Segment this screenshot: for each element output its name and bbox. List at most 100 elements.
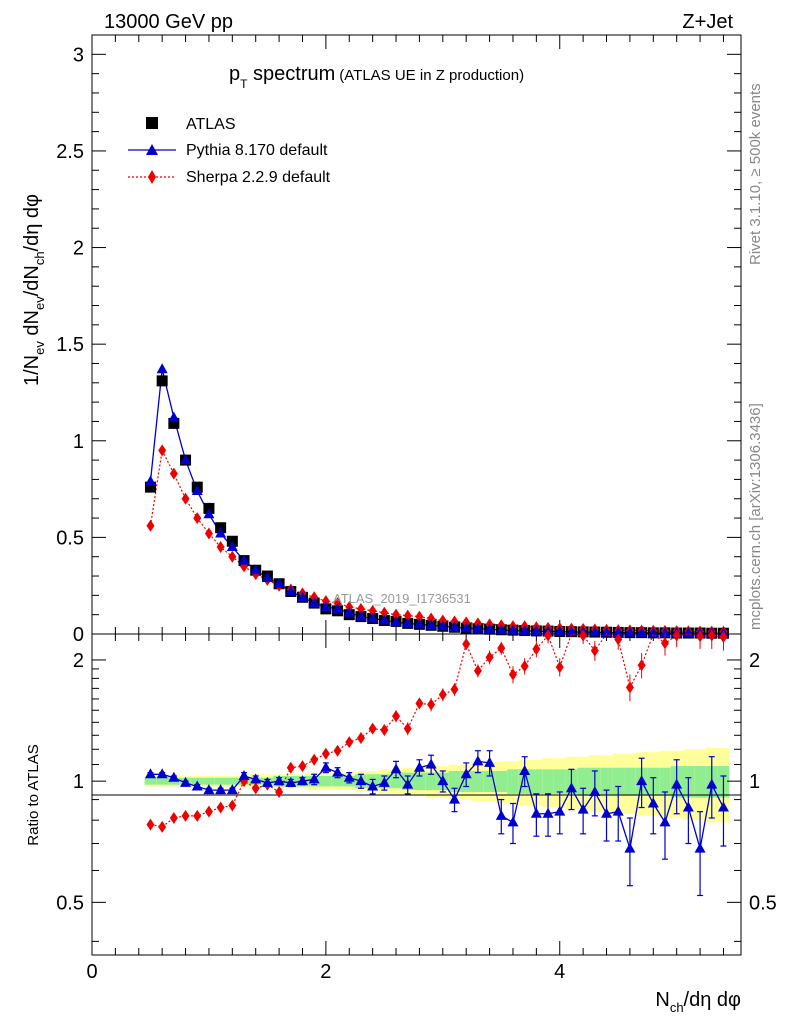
pythia-ratio-point <box>273 775 285 786</box>
pythia-ratio-point <box>168 771 180 782</box>
legend-atlas-label: ATLAS <box>186 116 236 133</box>
legend-pythia-marker <box>146 144 158 155</box>
legend-pythia-label: Pythia 8.170 default <box>186 142 328 159</box>
pythia-ratio-point <box>519 764 531 775</box>
x-tick-label: 0 <box>86 961 97 983</box>
pythia-ratio-point <box>437 775 449 786</box>
band-inner-segment <box>144 777 157 785</box>
band-inner-segment <box>659 767 671 796</box>
pythia-main-point <box>437 620 449 631</box>
ratio-y-axis-label: Ratio to ATLAS <box>25 744 42 845</box>
sherpa-ratio-point <box>392 710 401 723</box>
sherpa-ratio-point <box>298 760 307 773</box>
pythia-ratio-point <box>226 784 238 795</box>
pythia-main-point <box>519 624 531 635</box>
pythia-main-point <box>168 411 180 422</box>
pythia-main-point <box>402 617 414 628</box>
pythia-ratio-point <box>355 775 367 786</box>
title-main: p <box>229 63 240 85</box>
sherpa-ratio-point <box>497 642 506 655</box>
sherpa-main-point <box>204 527 213 540</box>
sherpa-main-point <box>146 519 155 532</box>
pythia-main-point <box>378 614 390 625</box>
pythia-ratio-point <box>180 776 192 787</box>
band-inner-segment <box>483 770 496 792</box>
legend: ATLAS Pythia 8.170 default Sherpa 2.2.9 … <box>128 116 331 186</box>
band-inner-segment <box>413 772 426 791</box>
pythia-ratio-point <box>717 801 729 812</box>
atlas-main-point <box>156 375 168 387</box>
sherpa-main-point <box>158 444 167 457</box>
pythia-ratio-point <box>449 793 461 804</box>
band-inner-segment <box>553 769 566 794</box>
band-inner-segment <box>577 767 589 796</box>
sherpa-ratio-point <box>719 631 728 644</box>
sherpa-main-point <box>368 604 377 617</box>
band-inner-segment <box>214 777 227 785</box>
sherpa-ratio-point <box>146 818 155 831</box>
sherpa-ratio-point <box>427 698 436 711</box>
pythia-ratio-point <box>577 803 589 814</box>
pythia-ratio-point <box>238 769 250 780</box>
sherpa-main-point <box>403 609 412 622</box>
pythia-ratio-point <box>285 776 297 787</box>
legend-atlas-marker <box>146 117 158 129</box>
sherpa-ratio-point <box>275 785 284 798</box>
pythia-ratio-point <box>682 801 694 812</box>
pythia-main-point <box>285 585 297 596</box>
band-inner-segment <box>495 770 508 792</box>
pythia-main-point <box>507 624 519 635</box>
sherpa-ratio-point <box>158 820 167 833</box>
ratio-y-tick-label-right: 0.5 <box>749 892 777 914</box>
pythia-ratio-point <box>203 784 215 795</box>
sherpa-ratio-point <box>544 629 553 642</box>
pythia-ratio-point <box>647 797 659 808</box>
pythia-main-point <box>659 627 671 638</box>
sherpa-ratio-point <box>181 809 190 822</box>
sherpa-ratio-point <box>473 664 482 677</box>
band-inner-segment <box>530 769 543 794</box>
pythia-ratio-point <box>624 842 636 853</box>
pythia-ratio-point <box>250 773 262 784</box>
ratio-y-tick-label: 0.5 <box>56 892 84 914</box>
x-tick-label: 2 <box>320 961 331 983</box>
title-parenthetical: (ATLAS UE in Z production) <box>339 67 524 84</box>
plot-title: pT spectrum (ATLAS UE in Z production) <box>229 63 524 91</box>
pythia-ratio-point <box>460 768 472 779</box>
sherpa-ratio-point <box>532 642 541 655</box>
pythia-main-point <box>554 625 566 636</box>
main-y-tick-label: 0 <box>73 624 84 646</box>
sherpa-main-point <box>356 602 365 615</box>
sherpa-ratio-point <box>403 722 412 735</box>
pythia-main-point <box>250 564 262 575</box>
sherpa-ratio-point <box>614 633 623 646</box>
sherpa-ratio-point <box>590 644 599 657</box>
pythia-main-point <box>296 591 308 602</box>
band-inner-segment <box>624 767 636 796</box>
pythia-ratio-point <box>308 773 320 784</box>
main-y-tick-label: 1 <box>73 431 84 453</box>
main-y-tick-label: 1.5 <box>56 334 84 356</box>
main-y-tick-label: 3 <box>73 44 84 66</box>
title-subscript: T <box>240 77 248 91</box>
sherpa-main-point <box>380 606 389 619</box>
pythia-main-point <box>238 554 250 565</box>
sherpa-ratio-point <box>579 629 588 642</box>
pythia-main-point <box>589 626 601 637</box>
pythia-ratio-point <box>671 778 683 789</box>
pythia-main-point <box>624 626 636 637</box>
atlas-main-point <box>144 481 156 493</box>
sherpa-ratio-point <box>485 651 494 664</box>
ratio-data-layer <box>144 629 729 897</box>
sherpa-ratio-point <box>380 723 389 736</box>
sherpa-ratio-point <box>333 744 342 757</box>
sherpa-main-point <box>392 608 401 621</box>
pythia-main-point <box>460 622 472 633</box>
pythia-main-point <box>144 475 156 486</box>
ratio-y-tick-label: 2 <box>73 650 84 672</box>
sherpa-ratio-point <box>462 638 471 651</box>
pythia-main-point <box>180 454 192 465</box>
pythia-ratio-point <box>601 807 613 818</box>
sherpa-main-point <box>228 550 237 563</box>
